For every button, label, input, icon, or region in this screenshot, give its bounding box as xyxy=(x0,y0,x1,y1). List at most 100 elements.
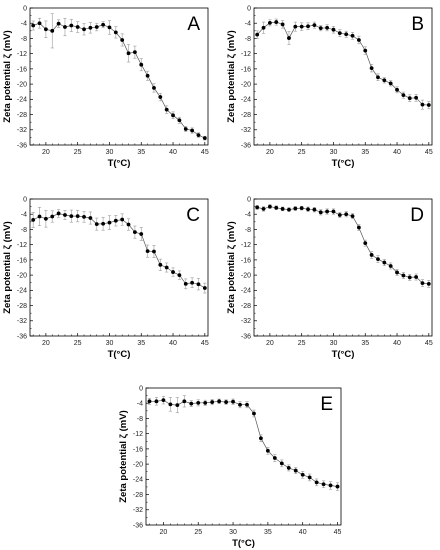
data-point xyxy=(300,472,305,477)
data-point xyxy=(388,264,393,268)
y-tick-label: -32 xyxy=(241,127,251,134)
data-point xyxy=(350,33,355,38)
x-axis-title: T(°C) xyxy=(108,158,131,169)
x-tick-label: 40 xyxy=(169,340,177,347)
y-tick-label: 0 xyxy=(23,5,27,12)
data-point xyxy=(363,241,368,246)
y-axis-title: Zeta potential ζ (mV) xyxy=(118,410,129,503)
data-point xyxy=(369,253,374,257)
data-point xyxy=(312,23,317,28)
data-point xyxy=(82,214,86,219)
panel-letter: C xyxy=(186,205,200,226)
data-point xyxy=(164,265,169,270)
series-line xyxy=(149,399,338,487)
y-tick-label: -8 xyxy=(245,36,251,43)
y-tick-label: -28 xyxy=(17,112,27,119)
data-point xyxy=(196,133,201,138)
data-point xyxy=(158,262,163,267)
data-point xyxy=(50,214,55,219)
y-tick-label: -32 xyxy=(17,127,27,134)
data-point xyxy=(318,26,323,31)
x-tick-label: 35 xyxy=(361,149,369,156)
x-axis-title: T(°C) xyxy=(332,349,355,360)
data-point xyxy=(43,27,48,32)
data-point xyxy=(69,214,74,219)
data-point xyxy=(293,206,298,211)
data-point xyxy=(267,20,272,25)
y-tick-label: -36 xyxy=(133,522,143,529)
x-axis-title: T(°C) xyxy=(232,538,255,549)
data-point xyxy=(107,220,112,225)
y-tick-label: -20 xyxy=(133,462,143,469)
x-axis-title: T(°C) xyxy=(108,349,131,360)
data-point xyxy=(171,113,175,118)
data-point xyxy=(337,31,342,36)
data-point xyxy=(75,25,80,29)
panel-c: 0 -4 -8 -12 -16 -20 -24 -28 -32 -36 20 25 30 35 40 45 T(… xyxy=(2,196,209,360)
data-point xyxy=(426,103,431,107)
x-tick-label: 40 xyxy=(393,149,401,156)
y-tick-label: -28 xyxy=(241,112,251,119)
plot-frame xyxy=(29,198,209,337)
x-axis-title: T(°C) xyxy=(332,158,355,169)
x-tick-label: 45 xyxy=(425,149,433,156)
y-axis-title: Zeta potential ζ (mV) xyxy=(2,221,13,314)
y-tick-label: 0 xyxy=(247,5,251,12)
y-tick-label: -20 xyxy=(241,273,251,280)
y-tick-label: 0 xyxy=(23,196,27,203)
data-point xyxy=(168,402,173,407)
data-point xyxy=(261,206,266,211)
x-tick-label: 35 xyxy=(137,340,145,347)
y-tick-label: -32 xyxy=(17,318,27,325)
data-point xyxy=(164,107,169,112)
y-tick-label: -8 xyxy=(21,36,27,43)
data-point xyxy=(293,468,298,473)
data-point xyxy=(376,257,380,262)
data-point xyxy=(420,102,425,107)
x-tick-label: 30 xyxy=(106,149,114,156)
x-tick-label: 30 xyxy=(330,149,338,156)
x-tick-label: 20 xyxy=(266,149,274,156)
data-point xyxy=(50,28,55,33)
data-point xyxy=(183,281,188,286)
x-tick-label: 25 xyxy=(298,149,306,156)
data-point xyxy=(369,66,374,71)
data-point xyxy=(175,403,180,408)
x-tick-label: 25 xyxy=(298,340,306,347)
panel-a: 0 -4 -8 -12 -16 -20 -24 -28 -32 -36 20 25 30 35 40 45 T(… xyxy=(2,5,209,169)
data-point xyxy=(407,96,412,101)
data-point xyxy=(350,214,355,219)
data-point xyxy=(307,475,312,480)
x-tick-label: 35 xyxy=(137,149,145,156)
y-tick-label: -12 xyxy=(17,242,27,249)
data-point xyxy=(126,222,131,227)
data-point xyxy=(344,32,349,37)
data-point xyxy=(344,212,349,217)
panel-b: 0 -4 -8 -12 -16 -20 -24 -28 -32 -36 20 25 30 35 40 45 T(… xyxy=(226,5,433,169)
x-tick-label: 40 xyxy=(393,340,401,347)
data-point xyxy=(238,402,242,407)
x-tick-label: 35 xyxy=(361,340,369,347)
panel-d: 0 -4 -8 -12 -16 -20 -24 -28 -32 -36 20 25 30 35 40 45 T(… xyxy=(226,196,433,360)
data-point xyxy=(255,32,260,37)
data-point xyxy=(196,282,201,287)
data-point xyxy=(420,281,425,286)
y-tick-label: -24 xyxy=(241,288,251,295)
data-point xyxy=(376,75,380,80)
data-point xyxy=(382,260,387,265)
data-point xyxy=(152,86,156,90)
y-tick-label: -12 xyxy=(17,51,27,58)
y-tick-label: -8 xyxy=(137,416,143,423)
y-axis-title: Zeta potential ζ (mV) xyxy=(2,30,13,123)
data-point xyxy=(325,209,330,214)
data-point xyxy=(183,127,188,131)
data-point xyxy=(113,218,118,223)
x-tick-label: 20 xyxy=(42,340,50,347)
y-tick-label: -4 xyxy=(21,21,27,28)
y-tick-label: -28 xyxy=(17,303,27,310)
panel-letter: D xyxy=(410,205,424,226)
data-point xyxy=(267,204,272,209)
data-point xyxy=(299,24,304,29)
y-tick-label: -16 xyxy=(17,257,27,264)
